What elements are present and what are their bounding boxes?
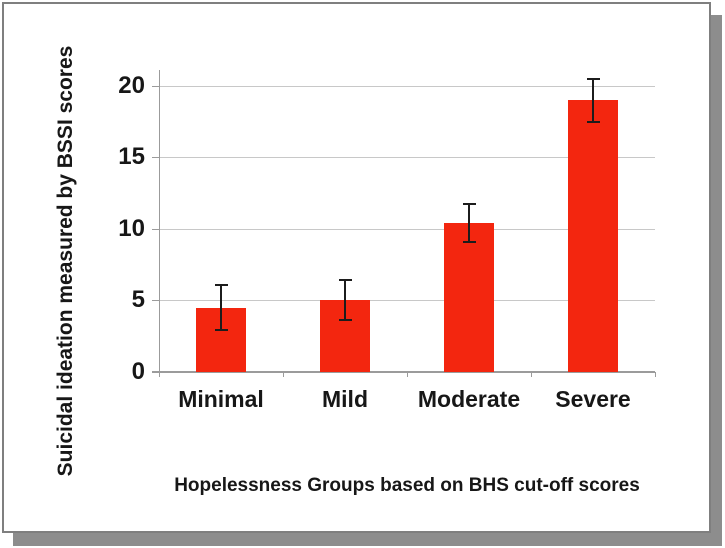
y-tick-mark <box>152 300 159 302</box>
x-category-label: Moderate <box>417 386 521 412</box>
x-axis-title: Hopelessness Groups based on BHS cut-off… <box>174 475 640 496</box>
x-tick-mark <box>159 372 160 377</box>
chart-frame: Suicidal ideation measured by BSSI score… <box>2 2 711 533</box>
gridline <box>159 228 655 230</box>
error-bar-cap-bottom <box>462 241 476 244</box>
y-axis-line <box>159 70 160 372</box>
bar-moderate <box>444 223 494 372</box>
error-bar-cap-bottom <box>586 120 600 123</box>
error-bar-cap-top <box>338 279 352 282</box>
plot-area <box>152 70 655 373</box>
x-tick-mark <box>531 372 532 377</box>
x-category-label: Minimal <box>178 386 264 412</box>
gridline <box>159 85 655 87</box>
x-tick-mark <box>655 372 656 377</box>
error-bar-line <box>220 285 222 330</box>
error-bar-line <box>592 78 594 122</box>
y-tick-label: 15 <box>118 143 145 171</box>
error-bar-cap-top <box>214 284 228 287</box>
y-tick-label: 0 <box>131 358 145 385</box>
x-tick-mark <box>407 372 408 377</box>
bar-severe <box>568 100 618 372</box>
y-tick-mark <box>152 157 159 159</box>
y-tick-label: 10 <box>118 214 145 242</box>
x-tick-mark <box>283 372 284 377</box>
error-bar-cap-bottom <box>338 319 352 322</box>
y-axis-title: Suicidal ideation measured by BSSI score… <box>54 45 77 477</box>
error-bar-line <box>344 280 346 321</box>
error-bar-line <box>468 203 470 243</box>
y-tick-label: 5 <box>131 286 145 314</box>
x-category-label: Severe <box>555 386 631 412</box>
error-bar-cap-top <box>462 202 476 205</box>
y-tick-mark <box>152 85 159 87</box>
y-tick-mark <box>152 372 159 373</box>
x-category-label: Mild <box>322 386 368 412</box>
x-axis-line <box>152 371 655 373</box>
error-bar-cap-bottom <box>214 328 228 331</box>
error-bar-cap-top <box>586 77 600 80</box>
y-tick-mark <box>152 228 159 230</box>
gridline <box>159 300 655 302</box>
gridline <box>159 157 655 159</box>
y-tick-label: 20 <box>118 71 145 99</box>
